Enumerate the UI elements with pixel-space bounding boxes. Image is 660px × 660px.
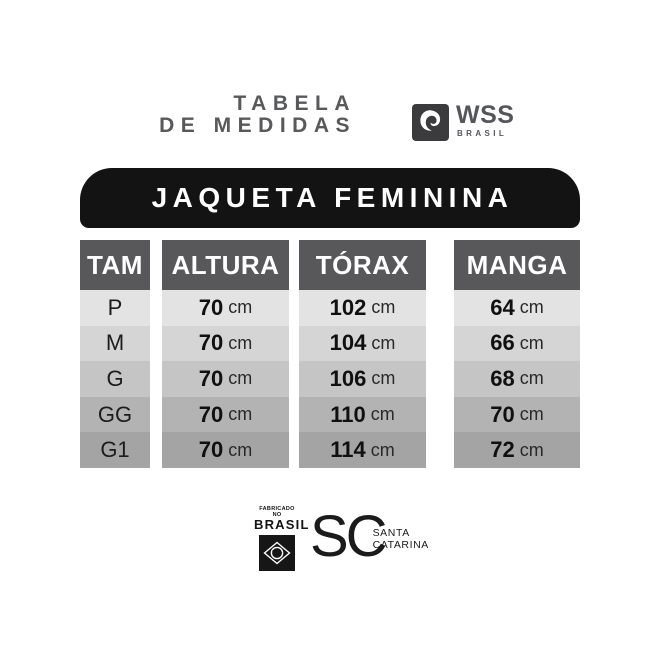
wss-brand-text: WSS BRASIL [456,101,515,139]
brazil-flag-icon [254,535,300,571]
torax-cell-m: 104 cm [299,325,426,362]
torax-cell-gg: 110 cm [299,396,426,433]
size-label-g: G [80,361,150,397]
santa-catarina-logo: SC SANTA CATARINA [310,508,429,566]
column-manga: MANGA 64 cm 66 cm 68 cm 70 cm 72 cm [454,240,580,468]
torax-cell-g1: 114 cm [299,432,426,468]
torax-cell-p: 102 cm [299,290,426,326]
column-header-tam: TAM [80,240,150,290]
made-in-brasil-logo: FABRICADO NO BRASIL [254,506,310,571]
made-in-line1: FABRICADO NO [259,506,295,518]
column-header-altura: ALTURA [162,240,289,290]
page-title-line1: TABELA [233,92,356,115]
altura-cell-p: 70 cm [162,290,289,326]
sc-name: SANTA CATARINA [372,527,429,566]
altura-cell-g: 70 cm [162,361,289,397]
manga-cell-g1: 72 cm [454,432,580,468]
column-torax: TÓRAX 102 cm 104 cm 106 cm 110 cm 114 cm [299,240,426,468]
sc-name-line1: SANTA [372,527,410,539]
size-label-gg: GG [80,396,150,433]
size-label-g1: G1 [80,432,150,468]
sc-initials: SC [310,504,388,569]
column-header-torax: TÓRAX [299,240,426,290]
torax-cell-g: 106 cm [299,361,426,397]
page-title-line2: DE MEDIDAS [159,114,356,137]
made-in-line2: BRASIL [254,517,310,532]
product-banner-title: JAQUETA FEMININA [151,182,514,213]
page-title: TABELA DE MEDIDAS [150,93,356,137]
manga-cell-p: 64 cm [454,290,580,326]
manga-cell-g: 68 cm [454,361,580,397]
column-header-manga: MANGA [454,240,580,290]
wave-swirl-icon [417,107,444,139]
product-banner: JAQUETA FEMININA [80,168,580,228]
manga-cell-gg: 70 cm [454,396,580,433]
wss-brand-country: BRASIL [457,129,508,138]
sc-name-line2: CATARINA [372,538,429,551]
size-label-p: P [80,290,150,326]
size-label-m: M [80,325,150,362]
altura-cell-m: 70 cm [162,325,289,362]
column-altura: ALTURA 70 cm 70 cm 70 cm 70 cm 70 cm [162,240,289,468]
altura-cell-g1: 70 cm [162,432,289,468]
wss-brand-name: WSS [456,101,515,129]
column-tam: TAM P M G GG G1 [80,240,150,468]
altura-cell-gg: 70 cm [162,396,289,433]
manga-cell-m: 66 cm [454,325,580,362]
wss-logo-box [412,104,449,141]
